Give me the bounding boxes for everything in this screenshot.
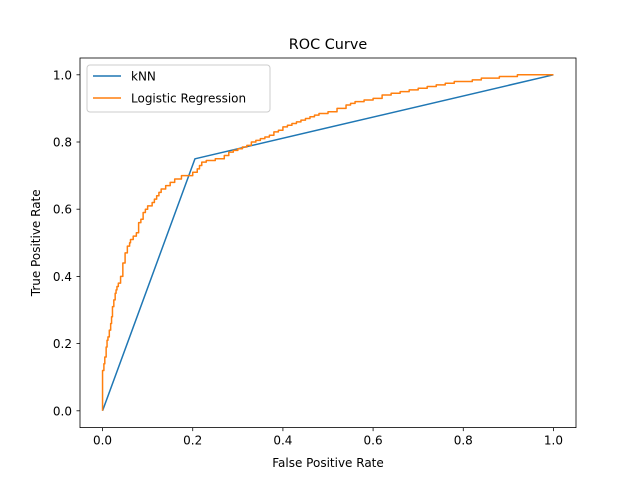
y-axis-label: True Positive Rate <box>29 189 43 297</box>
x-tick-label: 0.0 <box>93 434 112 448</box>
x-axis-label: False Positive Rate <box>272 456 384 470</box>
legend: kNN Logistic Regression <box>86 64 271 113</box>
y-tick-label: 0.4 <box>53 270 72 284</box>
x-tick-label: 1.0 <box>544 434 563 448</box>
series-line-logistic-regression <box>101 74 554 411</box>
y-tick-label: 0.6 <box>53 203 72 217</box>
y-tick-label: 0.0 <box>53 404 72 418</box>
y-tick-label: 0.8 <box>53 136 72 150</box>
legend-label-logistic-regression: Logistic Regression <box>131 92 246 106</box>
ticks-layer: 0.0 0.2 0.4 0.6 0.8 1.0 0.0 0.2 0.4 0.6 0.8 1.0 <box>53 68 563 447</box>
y-tick-label: 0.2 <box>53 337 72 351</box>
series-layer <box>101 74 554 412</box>
legend-label-knn: kNN <box>131 70 156 84</box>
x-tick-label: 0.8 <box>454 434 473 448</box>
chart-title: ROC Curve <box>289 37 368 53</box>
x-tick-label: 0.4 <box>273 434 292 448</box>
legend-box <box>86 64 271 113</box>
axes-frame <box>79 57 577 429</box>
y-tick-label: 1.0 <box>53 68 72 82</box>
x-tick-label: 0.2 <box>183 434 202 448</box>
series-line-knn <box>101 74 554 412</box>
x-tick-label: 0.6 <box>364 434 383 448</box>
